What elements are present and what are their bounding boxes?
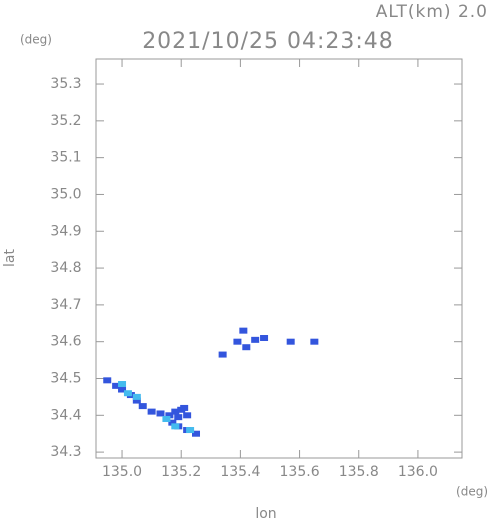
echo-point: [260, 335, 269, 342]
y-tick-label: 35.1: [50, 150, 81, 166]
altitude-label: ALT(km) 2.0: [376, 2, 488, 22]
echo-point: [186, 427, 195, 434]
y-tick-label: 34.3: [50, 444, 81, 460]
x-tick-label: 135.6: [280, 464, 320, 480]
echo-point: [112, 382, 121, 389]
y-tick-label: 34.4: [50, 407, 81, 423]
x-tick-label: 136.0: [398, 464, 438, 480]
chart-title: 2021/10/25 04:23:48: [142, 29, 394, 54]
y-tick-label: 34.6: [50, 334, 81, 350]
echo-point: [242, 344, 251, 351]
plot-frame: [95, 58, 463, 459]
echo-point: [118, 381, 127, 388]
echo-point: [218, 351, 227, 358]
x-tick-label: 135.4: [220, 464, 260, 480]
echo-point: [147, 408, 156, 415]
echo-point: [132, 393, 141, 400]
y-axis-label: lat: [2, 249, 18, 267]
echo-point: [165, 412, 174, 419]
echo-point: [168, 419, 177, 426]
y-tick-label: 34.8: [50, 260, 81, 276]
echo-point: [174, 414, 183, 421]
echo-point: [239, 327, 248, 334]
echo-point: [286, 338, 295, 345]
x-tick-label: 135.0: [102, 464, 142, 480]
echo-point: [183, 412, 192, 419]
x-axis-label: lon: [255, 506, 276, 521]
echo-point: [138, 403, 147, 410]
echo-point: [132, 397, 141, 404]
echo-point: [180, 404, 189, 411]
x-tick-label: 135.2: [161, 464, 201, 480]
echo-point: [162, 415, 171, 422]
echo-point: [123, 390, 132, 397]
echo-point: [103, 377, 112, 384]
y-tick-label: 34.9: [50, 223, 81, 239]
y-tick-label: 35.0: [50, 186, 81, 202]
echo-point: [192, 430, 201, 437]
y-tick-label: 35.2: [50, 113, 81, 129]
x-tick-label: 135.8: [339, 464, 379, 480]
echo-point: [251, 336, 260, 343]
echo-point: [171, 408, 180, 415]
y-tick-label: 35.3: [50, 76, 81, 92]
x-unit: (deg): [456, 485, 488, 499]
echo-point: [233, 338, 242, 345]
echo-point: [310, 338, 319, 345]
y-unit: (deg): [20, 33, 52, 47]
y-tick-label: 34.5: [50, 370, 81, 386]
echo-point: [156, 410, 165, 417]
echo-point: [171, 423, 180, 430]
echo-point: [118, 386, 127, 393]
y-tick-label: 34.7: [50, 297, 81, 313]
